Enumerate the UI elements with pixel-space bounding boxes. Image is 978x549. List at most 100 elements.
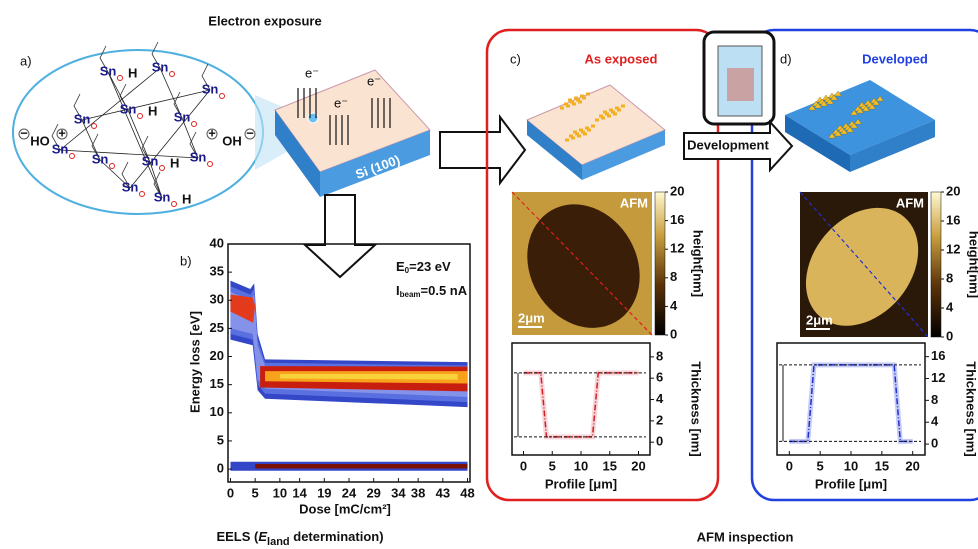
atom-label: H: [128, 65, 137, 80]
charge: +: [58, 125, 66, 140]
annotation-part: =23 eV: [409, 259, 451, 274]
oxygen-atom: [170, 72, 175, 77]
atom-label: H: [170, 155, 179, 170]
atom-label: HO: [30, 133, 50, 148]
feature: [583, 133, 587, 136]
x-tick-label: 0: [786, 458, 793, 473]
y-tick-label: 8: [931, 392, 938, 407]
y-tick-label: 0: [656, 434, 663, 449]
atom-label: Sn: [154, 189, 171, 204]
oxygen-atom: [172, 202, 177, 207]
y-axis-label: Thickness [nm]: [689, 361, 704, 456]
y-tick-label: 4: [656, 391, 664, 406]
feature: [613, 113, 617, 116]
colorbar: [931, 192, 941, 337]
oxygen-atom: [110, 164, 115, 169]
feature: [586, 93, 590, 96]
x-tick-label: 14: [292, 485, 307, 500]
x-tick-label: 43: [436, 485, 450, 500]
profile-halo: [524, 373, 639, 437]
annotation: Ibeam=0.5 nA: [396, 283, 468, 299]
annotation-part: beam: [400, 290, 421, 299]
x-axis-label: Dose [mC/cm²]: [299, 501, 391, 516]
electron-label: e⁻: [334, 95, 348, 110]
colorbar-tick-label: 0: [946, 328, 953, 343]
charge: −: [20, 125, 28, 140]
y-tick-label: 8: [656, 348, 663, 363]
panel-label: d): [780, 51, 792, 66]
x-tick-label: 5: [252, 485, 259, 500]
y-tick-label: 30: [210, 292, 224, 307]
atom-label: Sn: [52, 141, 69, 156]
annotation-part: E: [396, 259, 405, 274]
oxygen-atom: [138, 114, 143, 119]
x-tick-label: 29: [366, 485, 380, 500]
afm-label: AFM: [620, 195, 648, 210]
atom-label: OH: [222, 133, 242, 148]
annotation-part: =0.5 nA: [421, 283, 468, 298]
atom-label: Sn: [174, 109, 191, 124]
caption-part: E: [258, 529, 267, 544]
y-tick-label: 25: [210, 320, 224, 335]
process-arrow: [305, 195, 375, 277]
feature: [587, 129, 591, 132]
colorbar-tick-label: 20: [946, 183, 960, 198]
atom-label: H: [148, 103, 157, 118]
electron-label: e⁻: [305, 65, 319, 80]
colorbar-tick-label: 8: [946, 270, 953, 285]
atom-label: Sn: [202, 81, 219, 96]
x-axis-label: Profile [μm]: [545, 476, 617, 491]
colorbar-tick-label: 4: [670, 298, 678, 313]
panel-title: As exposed: [585, 51, 658, 66]
caption: AFM inspection: [697, 529, 794, 544]
y-tick-label: 16: [931, 348, 945, 363]
panel-label: b): [180, 253, 192, 268]
scale-label: 2μm: [518, 310, 545, 325]
oxygen-atom: [192, 122, 197, 127]
feature: [565, 139, 569, 142]
colorbar-tick-label: 4: [946, 299, 954, 314]
x-tick-label: 5: [817, 458, 824, 473]
colorbar-tick-label: 12: [670, 241, 684, 256]
x-tick-label: 15: [603, 458, 617, 473]
oxygen-atom: [208, 162, 213, 167]
y-tick-label: 15: [210, 376, 224, 391]
atom-label: Sn: [92, 151, 109, 166]
x-tick-label: 5: [549, 458, 556, 473]
x-tick-label: 34: [391, 485, 406, 500]
profile-halo: [789, 365, 912, 441]
x-tick-label: 38: [411, 485, 425, 500]
title: Electron exposure: [208, 13, 321, 28]
development-label: Development: [687, 137, 769, 152]
afm-label: AFM: [896, 195, 924, 210]
feature: [595, 119, 599, 122]
feature: [601, 117, 605, 120]
colorbar-tick-label: 16: [946, 212, 960, 227]
atom-label: Sn: [100, 63, 117, 78]
x-tick-label: 10: [844, 458, 858, 473]
y-tick-label: 12: [931, 370, 945, 385]
atom-label: Sn: [74, 111, 91, 126]
colorbar-tick-label: 16: [670, 212, 684, 227]
atom-label: Sn: [190, 149, 207, 164]
colorbar: [655, 192, 665, 335]
atom-label: Sn: [120, 101, 137, 116]
y-tick-label: 40: [210, 235, 224, 250]
atom-label: Sn: [142, 153, 159, 168]
feature: [566, 105, 570, 108]
eels-contour: [255, 464, 467, 469]
colorbar-label: height[nm]: [967, 231, 978, 298]
colorbar-tick-label: 20: [670, 183, 684, 198]
feature: [560, 107, 564, 110]
charge: +: [208, 125, 216, 140]
sample: [727, 68, 754, 101]
colorbar-tick-label: 8: [670, 269, 677, 284]
annotation: E0=23 eV: [396, 259, 451, 275]
colorbar-tick-label: 12: [946, 241, 960, 256]
feature: [591, 125, 595, 128]
caption-part: land: [267, 536, 290, 548]
feature: [582, 97, 586, 100]
plot-frame: [777, 343, 925, 455]
figure: Electron exposure a) e⁻ e⁻ e⁻ Si (100) b…: [0, 0, 978, 549]
x-tick-label: 15: [875, 458, 889, 473]
